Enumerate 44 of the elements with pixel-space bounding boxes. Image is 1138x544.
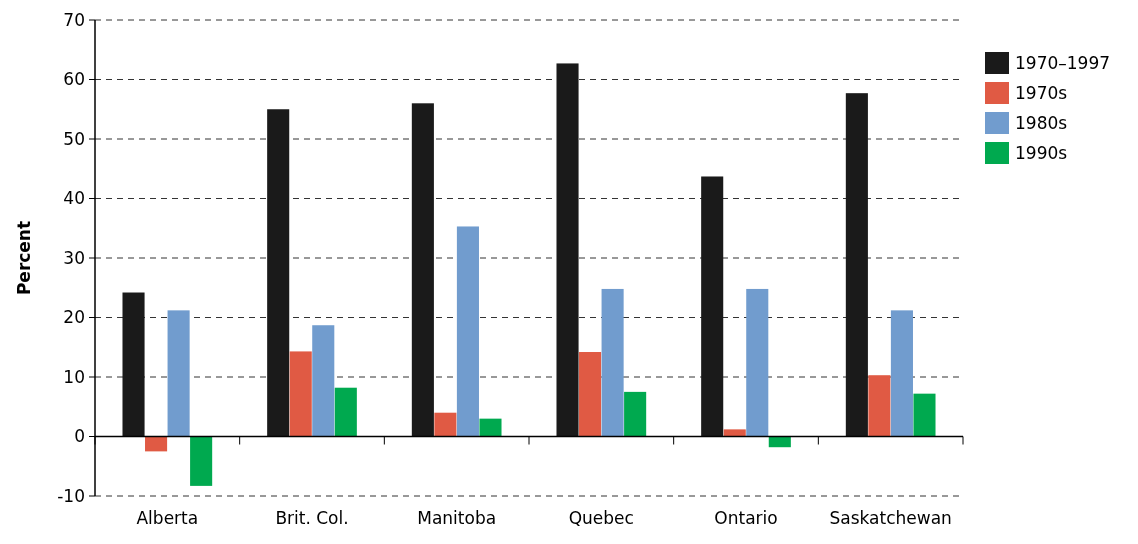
y-tick-label: -10	[57, 485, 85, 506]
bar	[122, 292, 145, 437]
x-tick-label: Manitoba	[417, 508, 497, 528]
y-tick-label: 20	[63, 307, 85, 328]
bar	[868, 375, 891, 437]
legend-label: 1970s	[1015, 82, 1068, 103]
x-tick-label: Quebec	[568, 508, 634, 528]
bar	[411, 103, 434, 437]
bar	[434, 412, 457, 437]
bar	[723, 429, 746, 437]
bar	[190, 436, 213, 486]
legend-label: 1990s	[1015, 142, 1068, 163]
bar	[890, 310, 913, 437]
legend-label: 1970–1997	[1015, 52, 1111, 73]
y-tick-label: 40	[63, 188, 85, 209]
bar	[845, 93, 868, 437]
bar	[145, 436, 168, 452]
bar	[334, 387, 357, 437]
x-tick-label: Saskatchewan	[829, 508, 952, 528]
bar	[624, 391, 647, 437]
bar	[556, 63, 579, 437]
y-tick-label: 30	[63, 247, 85, 268]
bar	[768, 436, 791, 448]
y-tick-label: 60	[63, 69, 85, 90]
y-tick-label: 0	[74, 426, 85, 447]
bar	[701, 176, 724, 437]
bar	[312, 325, 335, 437]
bar	[456, 226, 479, 437]
bar	[601, 288, 624, 437]
x-tick-label: Ontario	[714, 508, 778, 528]
x-tick-label: Brit. Col.	[275, 508, 349, 528]
y-axis-title: Percent	[14, 220, 34, 296]
bar	[746, 288, 769, 437]
legend-label: 1980s	[1015, 112, 1068, 133]
y-tick-label: 50	[63, 128, 85, 149]
bar	[289, 351, 312, 437]
bar	[579, 352, 602, 437]
bar	[167, 310, 190, 437]
x-tick-label: Alberta	[136, 508, 199, 528]
bar	[913, 393, 936, 437]
bar	[479, 418, 502, 437]
y-tick-label: 70	[63, 9, 85, 30]
bar	[267, 109, 290, 437]
y-tick-label: 10	[63, 366, 85, 387]
